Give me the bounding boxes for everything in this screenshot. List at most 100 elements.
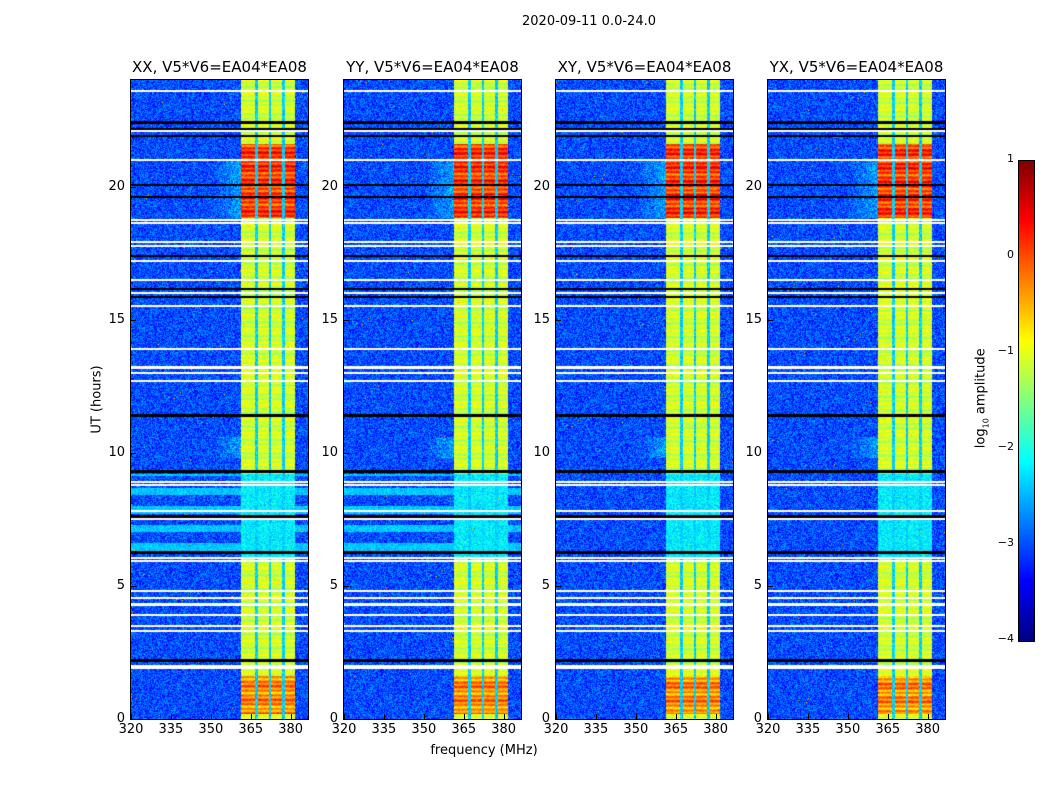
panel-title: YY, V5*V6=EA04*EA08: [346, 58, 519, 76]
x-tick-mark: [927, 714, 929, 719]
y-tick-mark: [768, 585, 773, 587]
x-tick-label: 335: [158, 722, 184, 737]
x-tick-label: 380: [915, 722, 941, 737]
y-tick-label: 20: [321, 178, 338, 194]
x-tick-mark: [503, 714, 505, 719]
y-tick-label: 20: [533, 178, 550, 194]
x-tick-mark: [635, 714, 637, 719]
x-tick-label: 365: [238, 722, 264, 737]
x-tick-label: 320: [543, 722, 569, 737]
x-tick-label: 380: [703, 722, 729, 737]
panel-title: XY, V5*V6=EA04*EA08: [557, 58, 732, 76]
x-tick-mark: [675, 714, 677, 719]
x-axis-label: frequency (MHz): [430, 743, 538, 758]
spectrogram-xx: [131, 80, 308, 719]
x-tick-label: 350: [835, 722, 861, 737]
y-tick-label: 5: [329, 577, 338, 593]
x-tick-label: 380: [278, 722, 304, 737]
x-tick-label: 365: [451, 722, 477, 737]
y-tick-label: 15: [108, 311, 125, 327]
y-tick-label: 15: [321, 311, 338, 327]
x-tick-mark: [423, 714, 425, 719]
x-tick-label: 380: [491, 722, 517, 737]
x-tick-mark: [847, 714, 849, 719]
colorbar-tick-label: −4: [997, 632, 1014, 645]
y-tick-label: 15: [745, 311, 762, 327]
y-tick-mark: [556, 319, 561, 321]
heatmap-panel-yy: [343, 79, 522, 720]
x-tick-mark: [344, 714, 345, 719]
y-tick-mark: [344, 452, 349, 454]
x-tick-mark: [887, 714, 889, 719]
x-tick-label: 320: [755, 722, 781, 737]
y-tick-mark: [768, 452, 773, 454]
x-tick-label: 350: [198, 722, 224, 737]
y-tick-label: 10: [533, 444, 550, 460]
spectrogram-yx: [768, 80, 945, 719]
y-tick-mark: [131, 585, 136, 587]
x-tick-label: 335: [371, 722, 397, 737]
spectrogram-xy: [556, 80, 733, 719]
heatmap-panel-xx: [130, 79, 309, 720]
x-tick-mark: [210, 714, 212, 719]
x-tick-label: 365: [663, 722, 689, 737]
y-tick-mark: [556, 186, 561, 188]
x-tick-label: 320: [118, 722, 144, 737]
y-tick-label: 10: [108, 444, 125, 460]
spectrogram-yy: [344, 80, 521, 719]
x-tick-mark: [556, 714, 557, 719]
x-tick-label: 335: [583, 722, 609, 737]
x-tick-mark: [131, 714, 132, 719]
colorbar: [1018, 160, 1035, 642]
y-tick-mark: [556, 452, 561, 454]
x-tick-label: 350: [411, 722, 437, 737]
y-tick-label: 10: [745, 444, 762, 460]
figure-title: 2020-09-11 0.0-24.0: [522, 14, 656, 29]
y-tick-mark: [344, 319, 349, 321]
y-tick-mark: [556, 585, 561, 587]
x-tick-label: 320: [331, 722, 357, 737]
x-tick-label: 365: [875, 722, 901, 737]
y-tick-label: 0: [541, 711, 550, 726]
x-tick-mark: [715, 714, 717, 719]
y-tick-mark: [344, 585, 349, 587]
colorbar-tick-label: −3: [997, 536, 1014, 549]
x-tick-mark: [768, 714, 769, 719]
y-tick-label: 10: [321, 444, 338, 460]
x-tick-mark: [250, 714, 252, 719]
y-tick-mark: [556, 719, 561, 720]
y-tick-label: 0: [753, 711, 762, 726]
y-tick-label: 5: [753, 577, 762, 593]
x-tick-label: 335: [795, 722, 821, 737]
y-tick-mark: [768, 186, 773, 188]
y-tick-mark: [344, 719, 349, 720]
y-tick-label: 20: [108, 178, 125, 194]
y-tick-mark: [344, 186, 349, 188]
colorbar-tick-label: −2: [997, 440, 1014, 453]
y-axis-label: UT (hours): [89, 365, 105, 434]
y-tick-mark: [131, 719, 136, 720]
y-tick-mark: [768, 719, 773, 720]
y-tick-label: 5: [541, 577, 550, 593]
x-tick-mark: [807, 714, 809, 719]
panel-title: XX, V5*V6=EA04*EA08: [132, 58, 307, 76]
x-tick-mark: [595, 714, 597, 719]
y-tick-label: 0: [116, 711, 125, 726]
panel-title: YX, V5*V6=EA04*EA08: [769, 58, 944, 76]
x-tick-mark: [463, 714, 465, 719]
colorbar-tick-label: 0: [1007, 248, 1014, 261]
y-tick-mark: [131, 186, 136, 188]
colorbar-tick-label: 1: [1007, 152, 1014, 165]
y-tick-label: 15: [533, 311, 550, 327]
colorbar-tick-label: −1: [997, 344, 1014, 357]
x-tick-label: 350: [623, 722, 649, 737]
y-tick-mark: [768, 319, 773, 321]
y-tick-mark: [131, 452, 136, 454]
colorbar-gradient: [1019, 161, 1034, 641]
x-tick-mark: [290, 714, 292, 719]
y-tick-label: 20: [745, 178, 762, 194]
x-tick-mark: [383, 714, 385, 719]
heatmap-panel-yx: [767, 79, 946, 720]
y-tick-mark: [131, 319, 136, 321]
y-tick-label: 5: [116, 577, 125, 593]
